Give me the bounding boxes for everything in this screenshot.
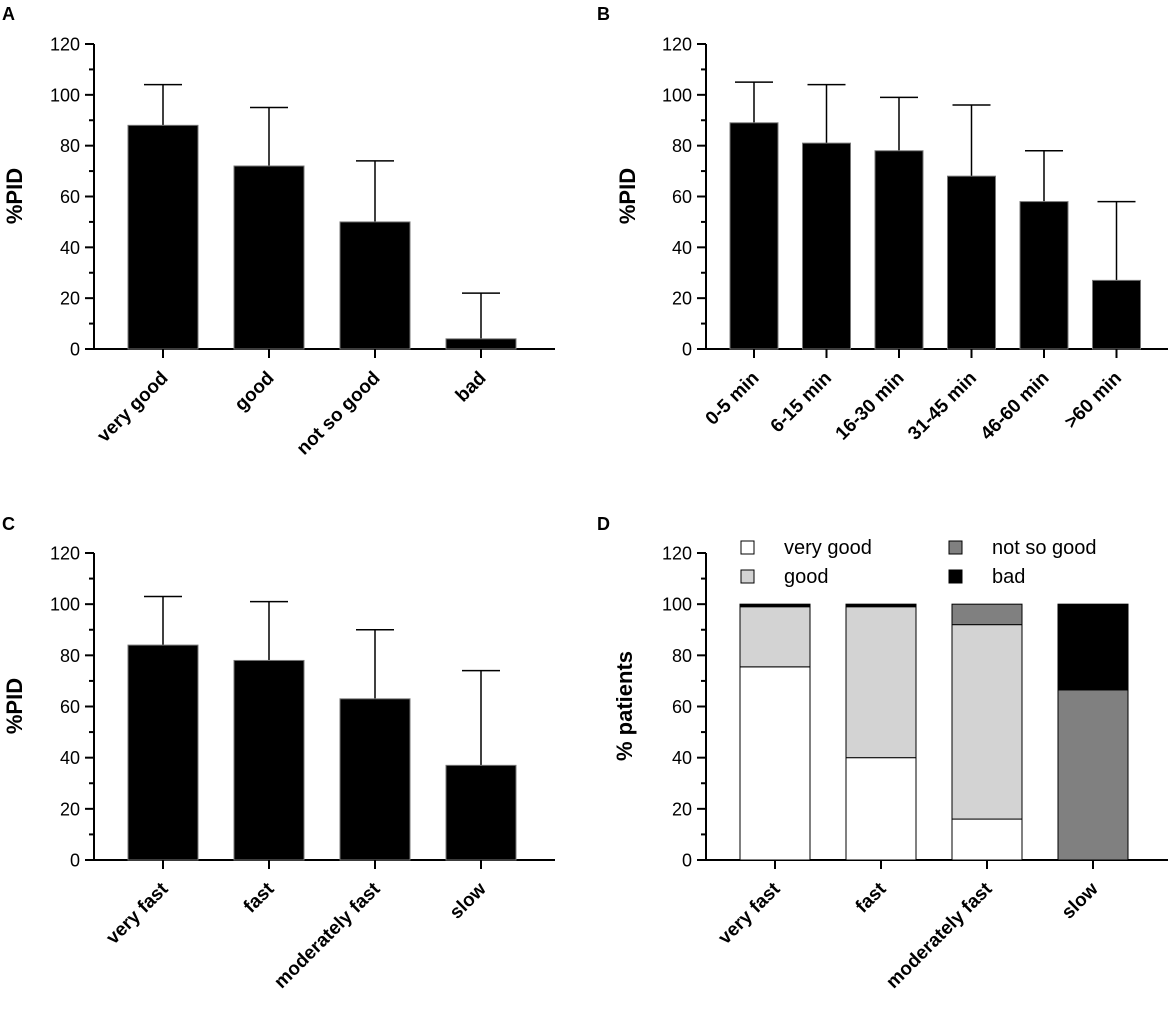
bar	[802, 142, 851, 350]
panel-letter: A	[2, 4, 15, 24]
y-tick-label: 20	[60, 799, 80, 819]
x-tick-label: good	[231, 368, 279, 416]
bar	[127, 644, 199, 861]
x-tick-label: 6-15 min	[767, 368, 836, 437]
x-tick-label: bad	[452, 368, 491, 407]
x-tick-label: slow	[446, 879, 491, 924]
panel-a: A %PID 0 20 40 60 80 100 120 very good good not so …	[2, 4, 555, 459]
y-tick-label: 60	[672, 187, 692, 207]
bar	[127, 124, 199, 350]
y-tick-label: 40	[60, 748, 80, 768]
legend-label: bad	[992, 566, 1025, 588]
x-tick-label: fast	[240, 878, 279, 917]
x-tick-label: 0-5 min	[702, 368, 764, 430]
bar	[339, 221, 411, 350]
stacked-segment	[739, 666, 811, 861]
stacked-segment	[739, 606, 811, 668]
y-tick-label: 20	[60, 289, 80, 309]
y-tick-label: 100	[50, 595, 80, 615]
x-tick-label: 31-45 min	[904, 368, 981, 445]
x-tick-label: moderately fast	[882, 878, 997, 993]
y-tick-label: 20	[672, 799, 692, 819]
x-tick-label: moderately fast	[270, 878, 385, 993]
y-tick-label: 80	[60, 136, 80, 156]
bar	[874, 150, 924, 350]
stacked-segment	[951, 818, 1023, 861]
stacked-segment	[951, 624, 1023, 820]
y-tick-label: 60	[60, 697, 80, 717]
panel-d: D % patients 0 20 40 60 80 100 120 very fast fastm…	[597, 514, 1168, 993]
legend-swatch	[948, 540, 963, 555]
stacked-segment	[739, 603, 811, 608]
legend-swatch	[740, 540, 755, 555]
y-tick-label: 40	[672, 238, 692, 258]
y-tick-label: 120	[50, 35, 80, 55]
y-axis-label: %PID	[2, 168, 27, 224]
legend-swatch	[948, 569, 963, 584]
legend-label: very good	[784, 537, 872, 559]
x-tick-label: slow	[1058, 879, 1103, 924]
bar	[1092, 279, 1141, 350]
x-tick-label: not so good	[293, 368, 385, 460]
stacked-segment	[845, 757, 917, 861]
y-tick-label: 40	[672, 748, 692, 768]
legend: very good good not so good bad	[740, 537, 1097, 588]
y-tick-label: 20	[672, 289, 692, 309]
stacked-segment	[1057, 603, 1129, 691]
x-tick-label: fast	[852, 878, 891, 917]
y-tick-label: 60	[672, 697, 692, 717]
y-tick-label: 100	[662, 595, 692, 615]
bar	[729, 122, 779, 350]
bar	[445, 764, 517, 861]
bar	[445, 338, 517, 350]
legend-label: good	[784, 566, 829, 588]
y-tick-label: 0	[682, 851, 692, 871]
y-tick-label: 120	[662, 35, 692, 55]
y-tick-label: 120	[662, 544, 692, 564]
bar	[1019, 201, 1069, 350]
x-tick-label: >60 min	[1061, 368, 1126, 433]
bar	[947, 175, 996, 350]
y-tick-label: 80	[672, 646, 692, 666]
bar	[339, 698, 411, 861]
stacked-segment	[951, 603, 1023, 626]
y-axis-label: %PID	[2, 678, 27, 734]
y-tick-label: 60	[60, 187, 80, 207]
x-tick-label: very fast	[714, 878, 785, 949]
y-tick-label: 0	[70, 340, 80, 360]
panel-letter: C	[2, 514, 15, 534]
y-tick-label: 0	[682, 340, 692, 360]
y-tick-label: 80	[672, 136, 692, 156]
y-tick-label: 0	[70, 851, 80, 871]
y-axis-label: %PID	[615, 168, 640, 224]
y-tick-label: 120	[50, 544, 80, 564]
stacked-segment	[845, 606, 917, 759]
panel-letter: D	[597, 514, 610, 534]
bar	[233, 165, 305, 350]
x-tick-label: 46-60 min	[977, 368, 1054, 445]
panel-b: B %PID 0 20 40 60 80 100 120 0-5 min 6-15 min16-30…	[597, 4, 1168, 445]
y-tick-label: 100	[662, 85, 692, 105]
stacked-segment	[845, 603, 917, 608]
y-axis-label: % patients	[612, 651, 637, 761]
y-tick-label: 100	[50, 85, 80, 105]
legend-label: not so good	[992, 537, 1097, 559]
x-tick-label: very good	[93, 368, 172, 447]
bar	[233, 659, 305, 861]
panel-c: C %PID 0 20 40 60 80 100 120 very fast fastmoderat…	[2, 514, 555, 993]
panel-letter: B	[597, 4, 610, 24]
x-tick-label: 16-30 min	[832, 368, 909, 445]
x-tick-label: very fast	[102, 878, 173, 949]
stacked-segment	[1057, 689, 1129, 861]
y-tick-label: 40	[60, 238, 80, 258]
legend-swatch	[740, 569, 755, 584]
y-tick-label: 80	[60, 646, 80, 666]
